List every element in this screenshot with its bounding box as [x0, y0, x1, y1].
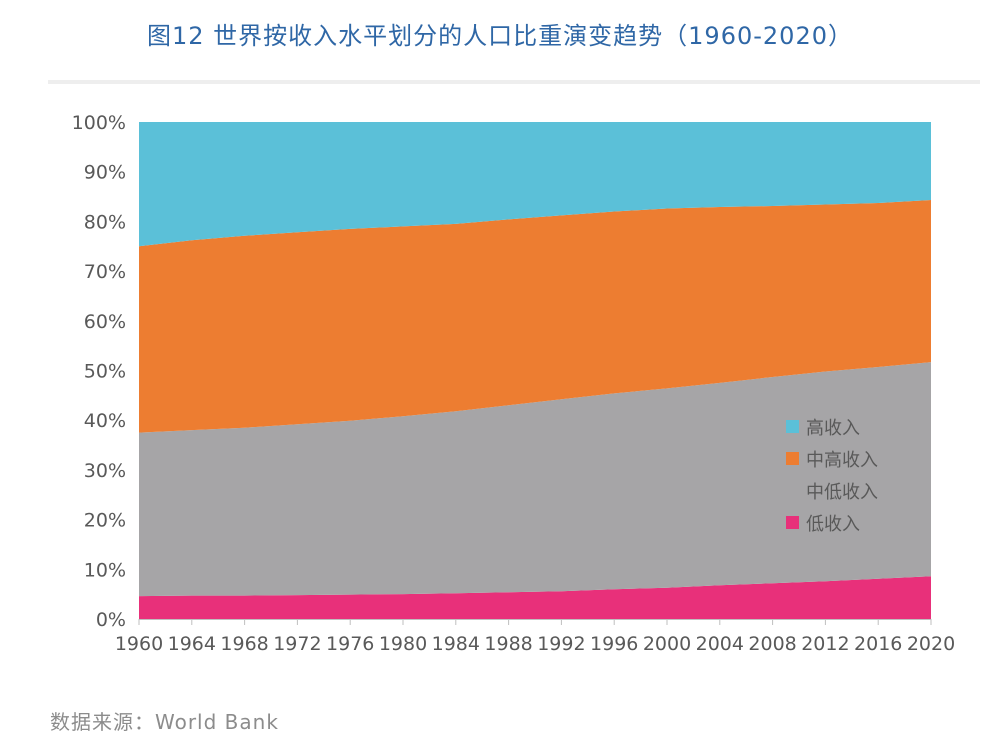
x-tick-label: 1992 [537, 633, 585, 655]
legend-swatch [786, 484, 799, 497]
data-source: 数据来源：World Bank [50, 710, 279, 734]
stacked-area-chart: 0%10%20%30%40%50%60%70%80%90%100% 1960 19… [72, 112, 956, 655]
x-tick-label: 1996 [590, 633, 638, 655]
x-tick-label: 1964 [168, 633, 216, 655]
x-tick-label: 2004 [696, 633, 744, 655]
legend-label: 中高收入 [806, 450, 878, 471]
chart-title: 图12 世界按收入水平划分的人口比重演变趋势（1960-2020） [147, 22, 853, 50]
y-tick-label: 80% [84, 211, 126, 233]
area-series-4 [139, 122, 931, 247]
title-divider [48, 80, 980, 84]
x-tick-label: 2012 [801, 633, 849, 655]
area-series-3 [139, 200, 931, 433]
y-tick-label: 0% [96, 609, 126, 631]
x-tick-label: 1960 [115, 633, 163, 655]
legend-label: 低收入 [806, 514, 860, 535]
x-tick-label: 1984 [432, 633, 480, 655]
y-tick-label: 70% [84, 261, 126, 283]
x-tick-label: 1968 [220, 633, 268, 655]
x-tick-label: 2000 [643, 633, 691, 655]
x-tick-label: 2016 [854, 633, 902, 655]
x-axis-ticks: 1960 1964 1968 1972 1976 1980 1984 1988 1992 1996… [115, 619, 955, 655]
x-tick-label: 2020 [907, 633, 955, 655]
x-tick-label: 1980 [379, 633, 427, 655]
area-series-1 [139, 576, 931, 619]
y-tick-label: 100% [72, 112, 126, 134]
y-tick-label: 20% [84, 510, 126, 532]
x-tick-label: 2008 [748, 633, 796, 655]
x-tick-label: 1988 [484, 633, 532, 655]
legend-swatch [786, 516, 799, 529]
legend-label: 中低收入 [806, 482, 878, 503]
area-layer [139, 122, 931, 619]
y-tick-label: 50% [84, 361, 126, 383]
y-tick-label: 90% [84, 162, 126, 184]
y-tick-label: 30% [84, 460, 126, 482]
legend-label: 高收入 [806, 418, 860, 439]
x-tick-label: 1972 [273, 633, 321, 655]
x-tick-label: 1976 [326, 633, 374, 655]
legend-swatch [786, 420, 799, 433]
legend-swatch [786, 452, 799, 465]
y-tick-label: 10% [84, 559, 126, 581]
y-axis-ticks: 0% 10% 20% 30% 40% 50% 60% 70% 80% 90% 100% [72, 112, 126, 631]
y-tick-label: 40% [84, 410, 126, 432]
y-tick-label: 60% [84, 311, 126, 333]
area-series-2 [139, 362, 931, 597]
